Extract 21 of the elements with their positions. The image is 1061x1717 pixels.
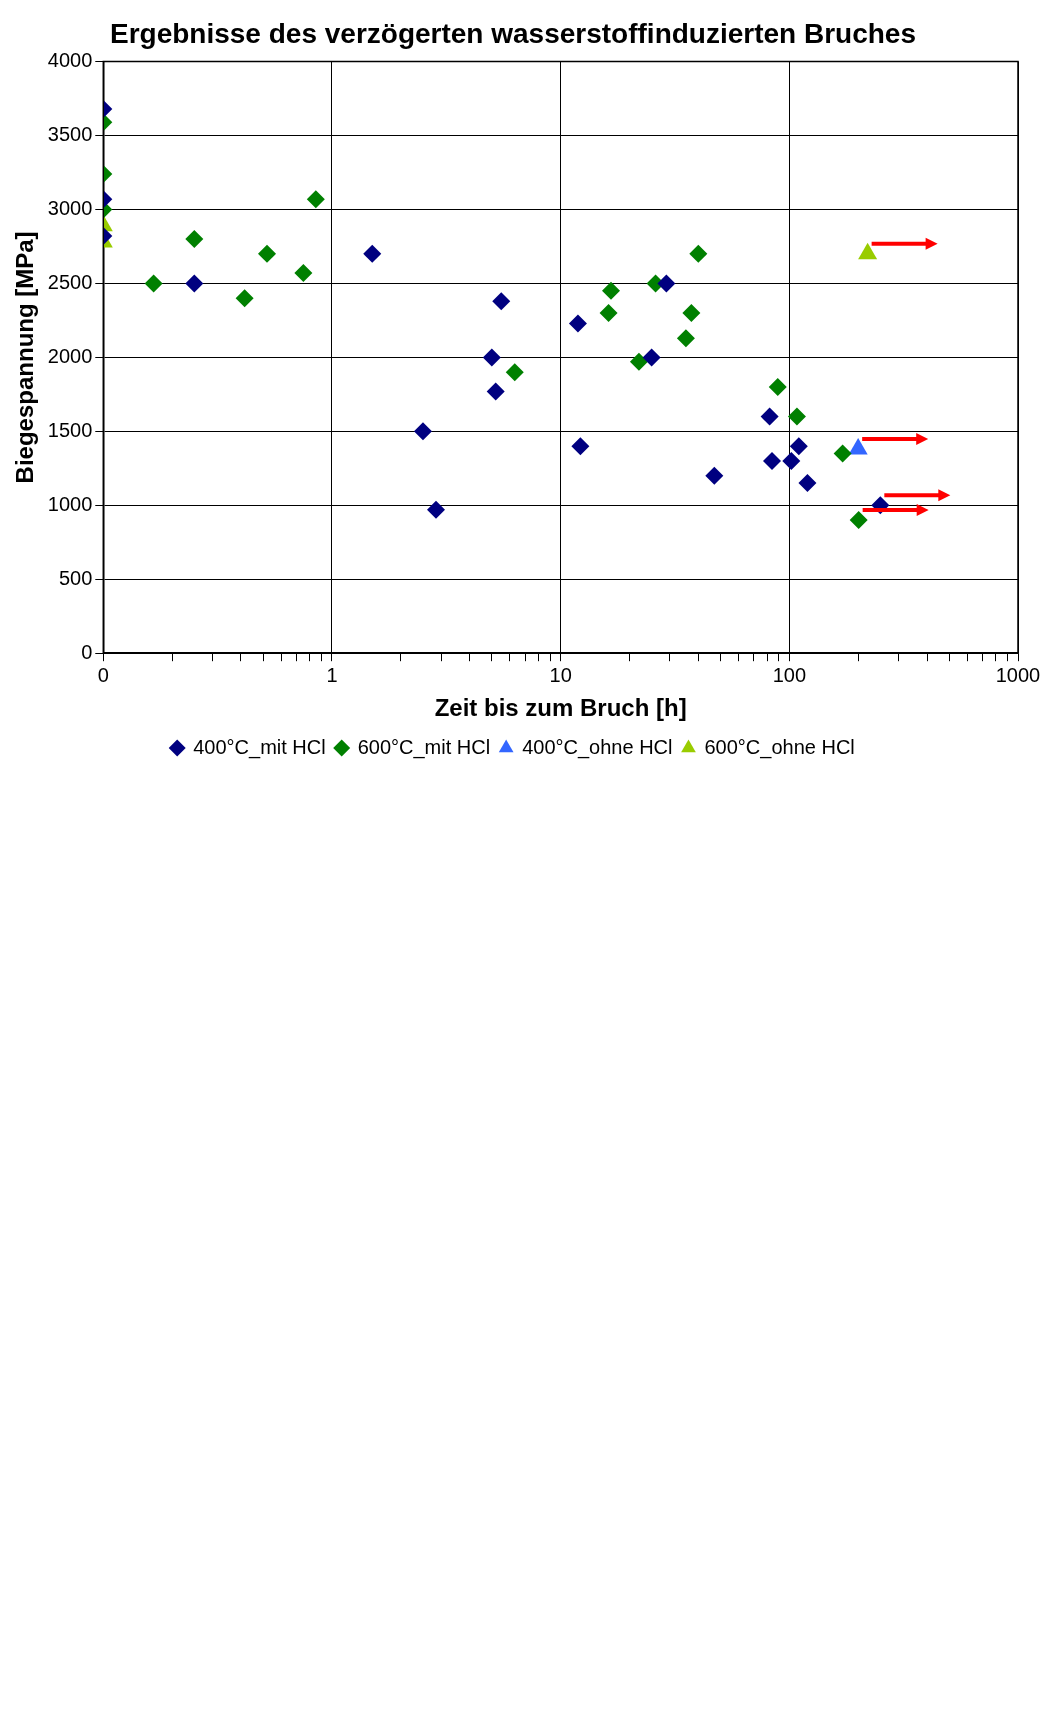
- y-tick-label: 0: [81, 640, 93, 663]
- x-axis-title: Zeit bis zum Bruch [h]: [434, 694, 687, 722]
- legend-label: 400°C_ohne HCl: [522, 735, 673, 759]
- legend-label: 400°C_mit HCl: [193, 735, 326, 759]
- y-tick-label: 2000: [47, 344, 93, 367]
- legend-label: 600°C_ohne HCl: [704, 735, 855, 759]
- x-tick-label: 1000: [995, 663, 1041, 686]
- y-tick-label: 4000: [47, 49, 93, 72]
- y-tick-label: 2500: [47, 270, 93, 293]
- y-tick-label: 500: [58, 566, 93, 589]
- legend-label: 600°C_mit HCl: [357, 735, 491, 759]
- x-tick-label: 0: [97, 663, 109, 686]
- y-axis-title: Biegespannung [MPa]: [11, 231, 39, 484]
- y-tick-label: 1500: [47, 418, 93, 441]
- x-tick-label: 100: [772, 663, 807, 686]
- y-tick-label: 1000: [47, 492, 93, 515]
- chart-title: Ergebnisse des verzögerten wasserstoffinduzierten Bruches: [109, 17, 917, 49]
- x-tick-label: 10: [549, 663, 572, 686]
- y-tick-label: 3000: [47, 197, 93, 220]
- y-tick-label: 3500: [47, 123, 93, 146]
- x-tick-label: 1: [326, 663, 338, 686]
